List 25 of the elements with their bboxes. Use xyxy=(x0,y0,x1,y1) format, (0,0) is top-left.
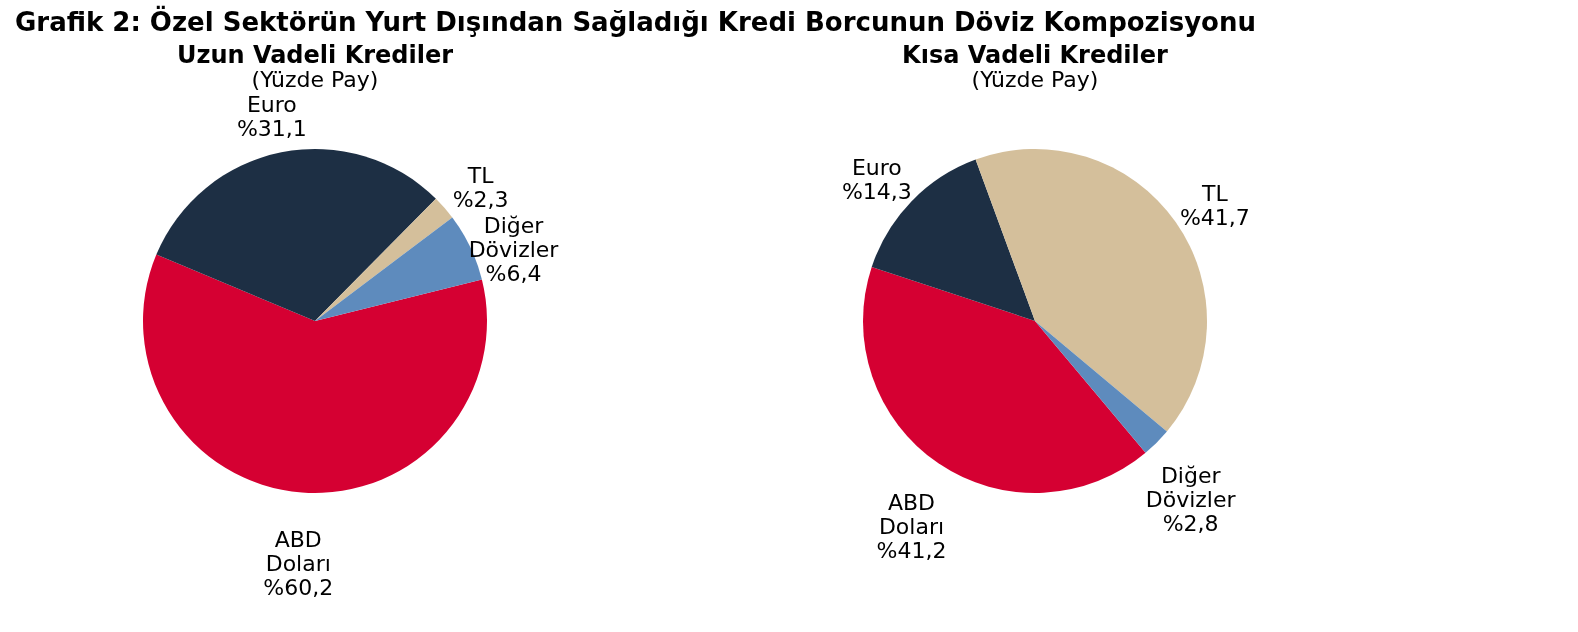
chart-title: Uzun Vadeli Krediler xyxy=(176,41,454,69)
slice-label: TL xyxy=(1201,181,1229,207)
pie-slice xyxy=(1035,321,1167,453)
slice-label: Diğer Dövizler xyxy=(468,213,560,263)
data-label: %41,7 xyxy=(1179,205,1250,231)
slice-label: ABD Doları xyxy=(878,490,945,540)
slice-label: Euro xyxy=(851,155,902,181)
pie-slice xyxy=(863,266,1146,493)
data-label: %60,2 xyxy=(263,575,334,601)
data-label: %2,3 xyxy=(452,187,509,213)
chart-subtitle: (Yüzde Pay) xyxy=(251,67,379,92)
chart-title: Kısa Vadeli Krediler xyxy=(902,41,1169,69)
pie-slice xyxy=(315,198,453,321)
chart-subtitle: (Yüzde Pay) xyxy=(971,67,1099,92)
data-label: %14,3 xyxy=(841,179,912,205)
data-label: %2,8 xyxy=(1162,511,1219,537)
data-label: %31,1 xyxy=(236,116,307,142)
data-label: %6,4 xyxy=(485,261,542,287)
slice-label: TL xyxy=(466,163,495,189)
data-label: %41,2 xyxy=(876,538,947,564)
slice-label: Euro xyxy=(246,92,297,118)
pie-slice xyxy=(156,149,436,321)
slice-label: ABD Doları xyxy=(265,527,331,577)
text: Grafik 2: Özel Sektörün Yurt Dışından Sağladığı Kredi Borcunun Döviz Kompozisyonu xyxy=(15,5,1256,37)
slice-label: Diğer Dövizler xyxy=(1145,463,1237,513)
